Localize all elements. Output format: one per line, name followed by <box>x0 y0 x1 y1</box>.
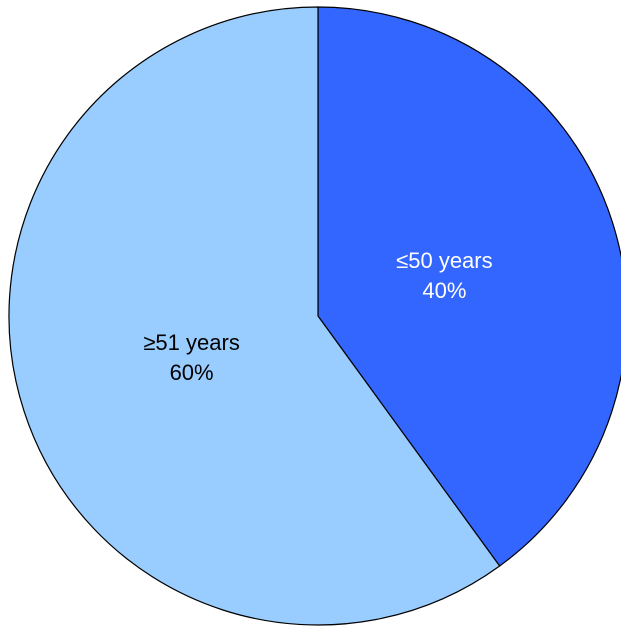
pie-slice-1 <box>8 6 501 626</box>
pie-slices <box>8 6 621 626</box>
pie-slice-0 <box>317 6 621 567</box>
slice-label-1: ≥51 years <box>143 330 239 355</box>
slice-label-0: ≤50 years <box>396 248 492 273</box>
slice-value-label-0: 40% <box>422 278 466 303</box>
slice-value-label-1: 60% <box>170 360 214 385</box>
pie-labels: ≤50 years 40% ≥51 years 60% <box>143 248 492 385</box>
